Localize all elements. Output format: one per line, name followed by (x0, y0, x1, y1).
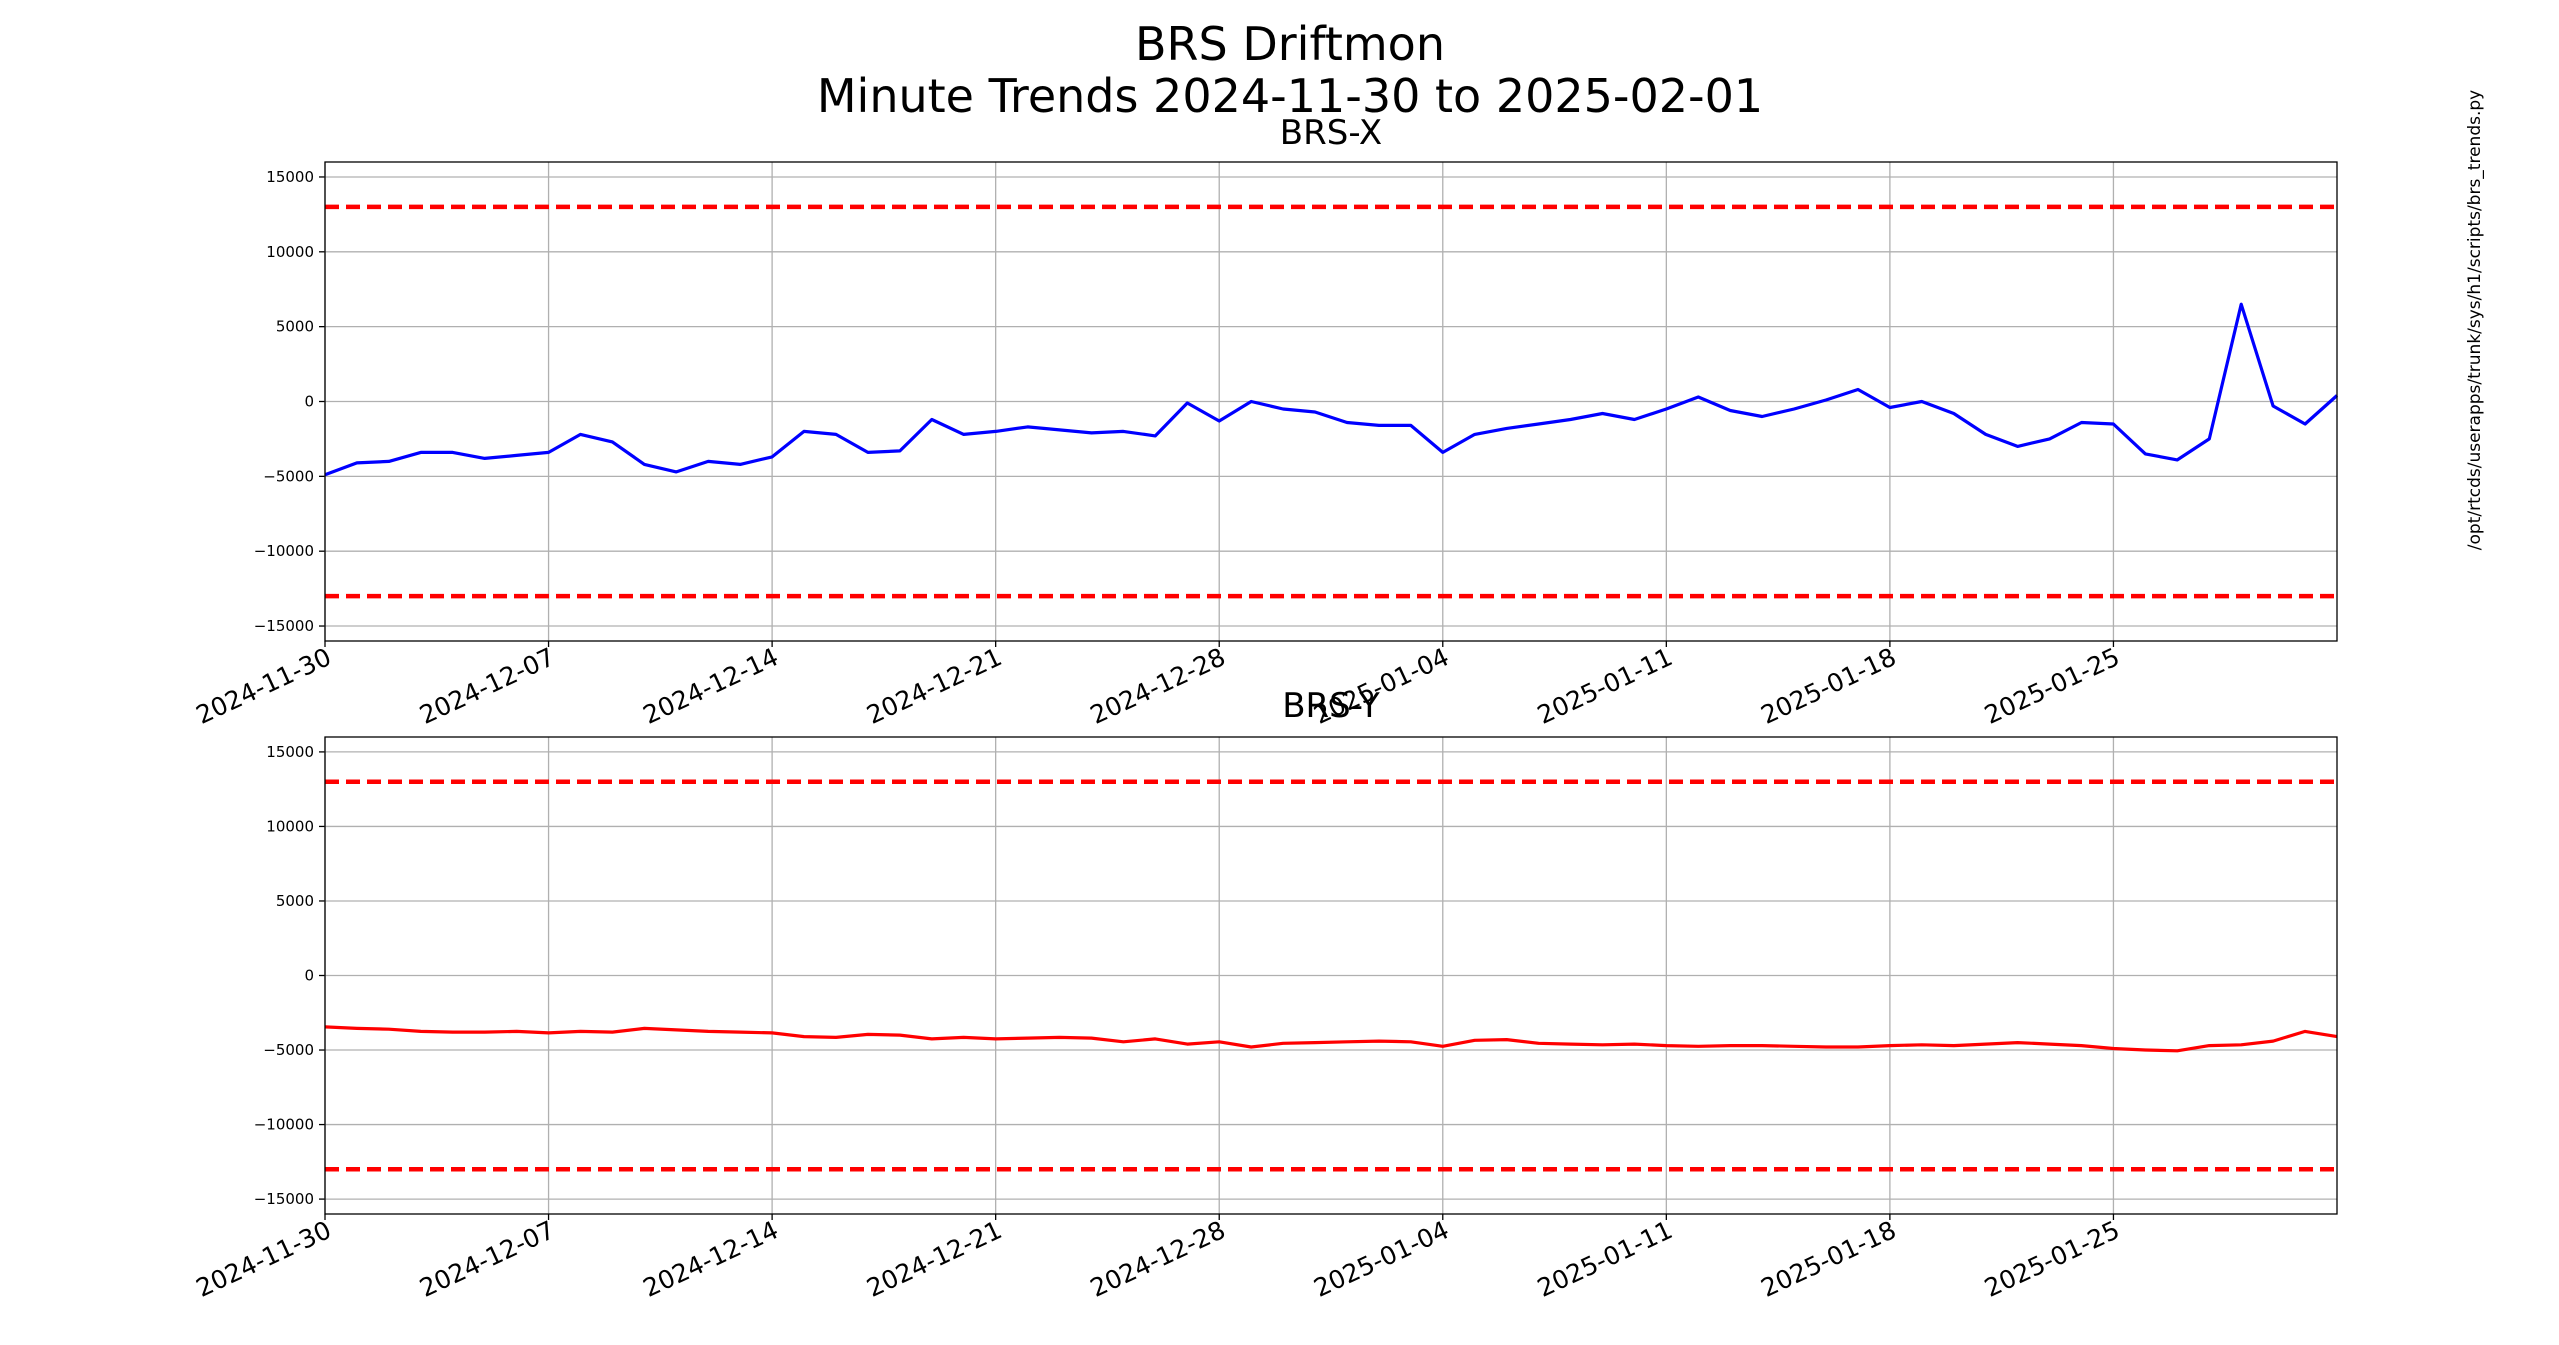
data-line (324, 302, 2339, 477)
y-tick-label: 15000 (266, 743, 314, 761)
figure-title: BRS Driftmon (1135, 17, 1445, 71)
y-tick-label: −5000 (263, 467, 314, 485)
y-tick-label: 0 (304, 393, 314, 411)
y-tick-label: −10000 (254, 542, 314, 560)
y-tick-label: −5000 (263, 1041, 314, 1059)
y-tick-label: 15000 (266, 168, 314, 186)
figure-subtitle: Minute Trends 2024-11-30 to 2025-02-01 (817, 69, 1763, 123)
y-tick-label: 0 (304, 967, 314, 985)
y-tick-label: 5000 (276, 892, 314, 910)
y-tick-label: 10000 (266, 243, 314, 261)
y-tick-label: 10000 (266, 817, 314, 835)
subplot-title: BRS-X (1280, 113, 1382, 153)
y-tick-label: 5000 (276, 318, 314, 336)
y-tick-label: −15000 (254, 1190, 314, 1208)
axes-frame (324, 161, 2338, 642)
data-line (324, 1025, 2338, 1053)
y-tick-label: −10000 (254, 1116, 314, 1134)
subplot-title: BRS-Y (1282, 686, 1380, 726)
axes-frame (324, 736, 2338, 1215)
y-tick-label: −15000 (254, 617, 314, 635)
script-path: /opt/rtcds/userapps/trunk/sys/h1/scripts… (2465, 90, 2485, 550)
